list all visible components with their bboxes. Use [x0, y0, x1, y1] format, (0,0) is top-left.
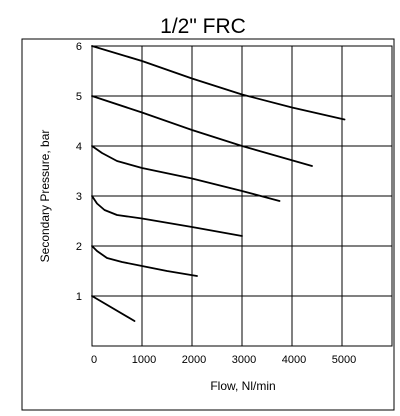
x-axis-label: Flow, Nl/min	[210, 379, 275, 393]
x-tick-label: 2000	[182, 354, 206, 366]
grid	[92, 46, 392, 346]
series-group	[91, 45, 346, 322]
x-tick-label: 3000	[232, 354, 256, 366]
y-axis-ticks: 1 2 3 4 5 6	[76, 41, 82, 303]
series-line-2	[91, 245, 198, 277]
x-tick-label: 4000	[282, 354, 306, 366]
x-tick-label: 5000	[332, 354, 356, 366]
x-tick-label: 0	[91, 354, 97, 366]
y-tick-label: 1	[76, 291, 82, 303]
y-tick-label: 5	[76, 91, 82, 103]
series-line-3	[91, 195, 243, 237]
series-line-4	[91, 145, 281, 202]
x-axis-ticks: 0 1000 2000 3000 4000 5000	[91, 354, 356, 366]
chart-title: 1/2" FRC	[160, 15, 246, 38]
series-line-6	[91, 45, 346, 121]
y-tick-label: 2	[76, 241, 82, 253]
y-tick-label: 3	[76, 191, 82, 203]
figure-frame	[21, 38, 395, 411]
y-axis-label: Secondary Pressure, bar	[38, 130, 52, 263]
series-line-1	[91, 295, 136, 322]
series-line-5	[91, 95, 313, 167]
y-tick-label: 4	[76, 141, 82, 153]
x-tick-label: 1000	[132, 354, 156, 366]
y-tick-label: 6	[76, 41, 82, 53]
